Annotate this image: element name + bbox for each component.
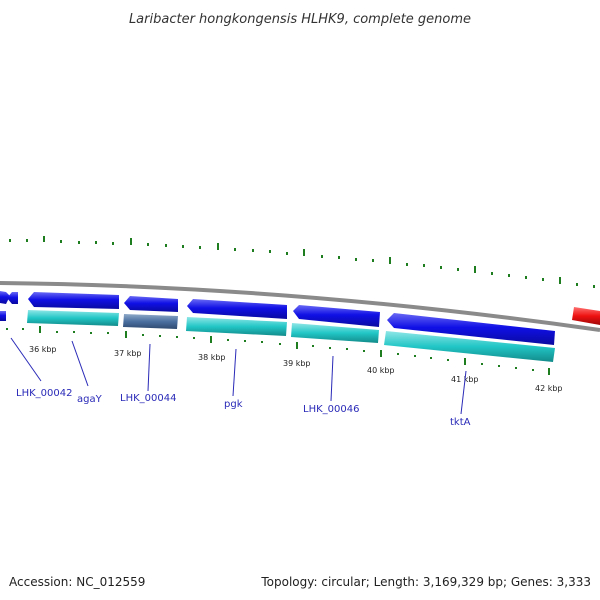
cds-track bbox=[0, 291, 555, 345]
map-title: Laribacter hongkongensis HLHK9, complete… bbox=[129, 12, 471, 27]
gene-labels: LHK_00042 agaY LHK_00044 pgk LHK_00046 t… bbox=[16, 388, 471, 428]
gene-block[interactable] bbox=[123, 314, 178, 329]
cds-arrow[interactable] bbox=[124, 296, 178, 312]
kbp-label: 38 kbp bbox=[198, 353, 226, 362]
cds-arrow[interactable] bbox=[293, 305, 380, 327]
genome-backbone bbox=[0, 281, 600, 332]
gene-label-lhk-00044[interactable]: LHK_00044 bbox=[120, 393, 176, 404]
cds-arrow[interactable] bbox=[7, 292, 18, 304]
cds-arrow[interactable] bbox=[0, 291, 10, 304]
cds-arrow[interactable] bbox=[187, 299, 287, 319]
cds-arrow[interactable] bbox=[28, 292, 119, 309]
gene-block[interactable] bbox=[291, 323, 379, 343]
gene-label-lhk-00042[interactable]: LHK_00042 bbox=[16, 388, 72, 399]
red-feature[interactable] bbox=[572, 307, 600, 325]
cds-arrow[interactable] bbox=[0, 311, 6, 321]
kbp-label: 40 kbp bbox=[367, 366, 395, 375]
gene-label-tkta[interactable]: tktA bbox=[450, 417, 471, 428]
cds-arrow[interactable] bbox=[387, 313, 555, 345]
kbp-label: 42 kbp bbox=[535, 384, 563, 393]
kbp-label: 37 kbp bbox=[114, 349, 142, 358]
accession-text: Accession: NC_012559 bbox=[9, 575, 145, 589]
gene-block[interactable] bbox=[27, 310, 119, 326]
outer-tick-ring bbox=[9, 236, 595, 288]
gene-block[interactable] bbox=[384, 331, 555, 362]
label-leaders bbox=[10, 337, 467, 415]
gene-block[interactable] bbox=[186, 317, 287, 336]
gene-label-agay[interactable]: agaY bbox=[77, 394, 103, 405]
kbp-label: 36 kbp bbox=[29, 345, 57, 354]
inner-tick-ring bbox=[6, 326, 550, 375]
gene-label-pgk[interactable]: pgk bbox=[224, 399, 243, 410]
gene-track bbox=[27, 310, 555, 362]
kbp-label: 39 kbp bbox=[283, 359, 311, 368]
gene-label-lhk-00046[interactable]: LHK_00046 bbox=[303, 404, 359, 415]
genome-summary-text: Topology: circular; Length: 3,169,329 bp… bbox=[260, 575, 591, 589]
